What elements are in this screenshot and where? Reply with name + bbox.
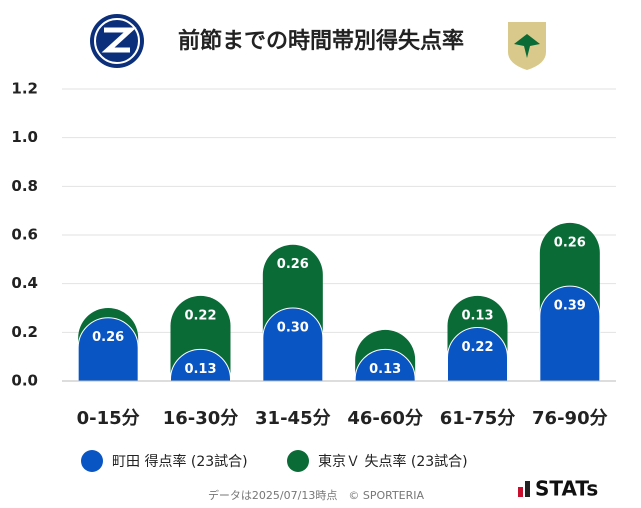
x-tick-label: 16-30分 (163, 408, 239, 429)
data-label: 0.26 (554, 235, 586, 250)
data-label: 0.26 (92, 330, 124, 345)
y-tick-label: 0.6 (11, 226, 38, 244)
home-logo (90, 14, 144, 68)
data-label: 0.30 (277, 321, 309, 336)
x-tick-label: 61-75分 (440, 408, 516, 429)
data-label: 0.13 (369, 362, 401, 377)
x-tick-label: 31-45分 (255, 408, 331, 429)
bar-segment (539, 285, 601, 382)
bar-segment (354, 348, 416, 382)
y-tick-label: 0.8 (11, 177, 38, 195)
legend-swatch (81, 450, 103, 472)
data-label: 0.39 (554, 299, 586, 314)
y-tick-label: 0.2 (11, 323, 38, 341)
data-label: 0.22 (461, 340, 493, 355)
data-label: 0.26 (277, 257, 309, 272)
footer: データは2025/07/13時点 © SPORTERIA (208, 488, 425, 502)
legend-label: 東京Ｖ 失点率 (23試合) (318, 453, 468, 470)
brand-mark (518, 481, 530, 497)
legend-swatch (287, 450, 309, 472)
bar-segment (170, 348, 231, 382)
data-label: 0.22 (184, 308, 216, 323)
x-tick-label: 76-90分 (532, 408, 608, 429)
y-tick-label: 1.0 (11, 128, 38, 146)
x-tick-label: 0-15分 (77, 408, 140, 429)
chart-title: 前節までの時間帯別得失点率 (178, 28, 464, 54)
x-tick-label: 46-60分 (347, 408, 423, 429)
y-tick-label: 0.0 (11, 372, 38, 390)
bar-segment (262, 307, 324, 382)
bar-segment (447, 327, 508, 382)
brand: STATs (535, 477, 598, 501)
data-label: 0.13 (461, 308, 493, 323)
bar-segment (77, 317, 139, 382)
away-logo (508, 22, 546, 70)
y-tick-label: 1.2 (11, 80, 38, 98)
legend-label: 町田 得点率 (23試合) (112, 453, 248, 470)
data-label: 0.13 (184, 362, 216, 377)
y-tick-label: 0.4 (11, 274, 38, 292)
